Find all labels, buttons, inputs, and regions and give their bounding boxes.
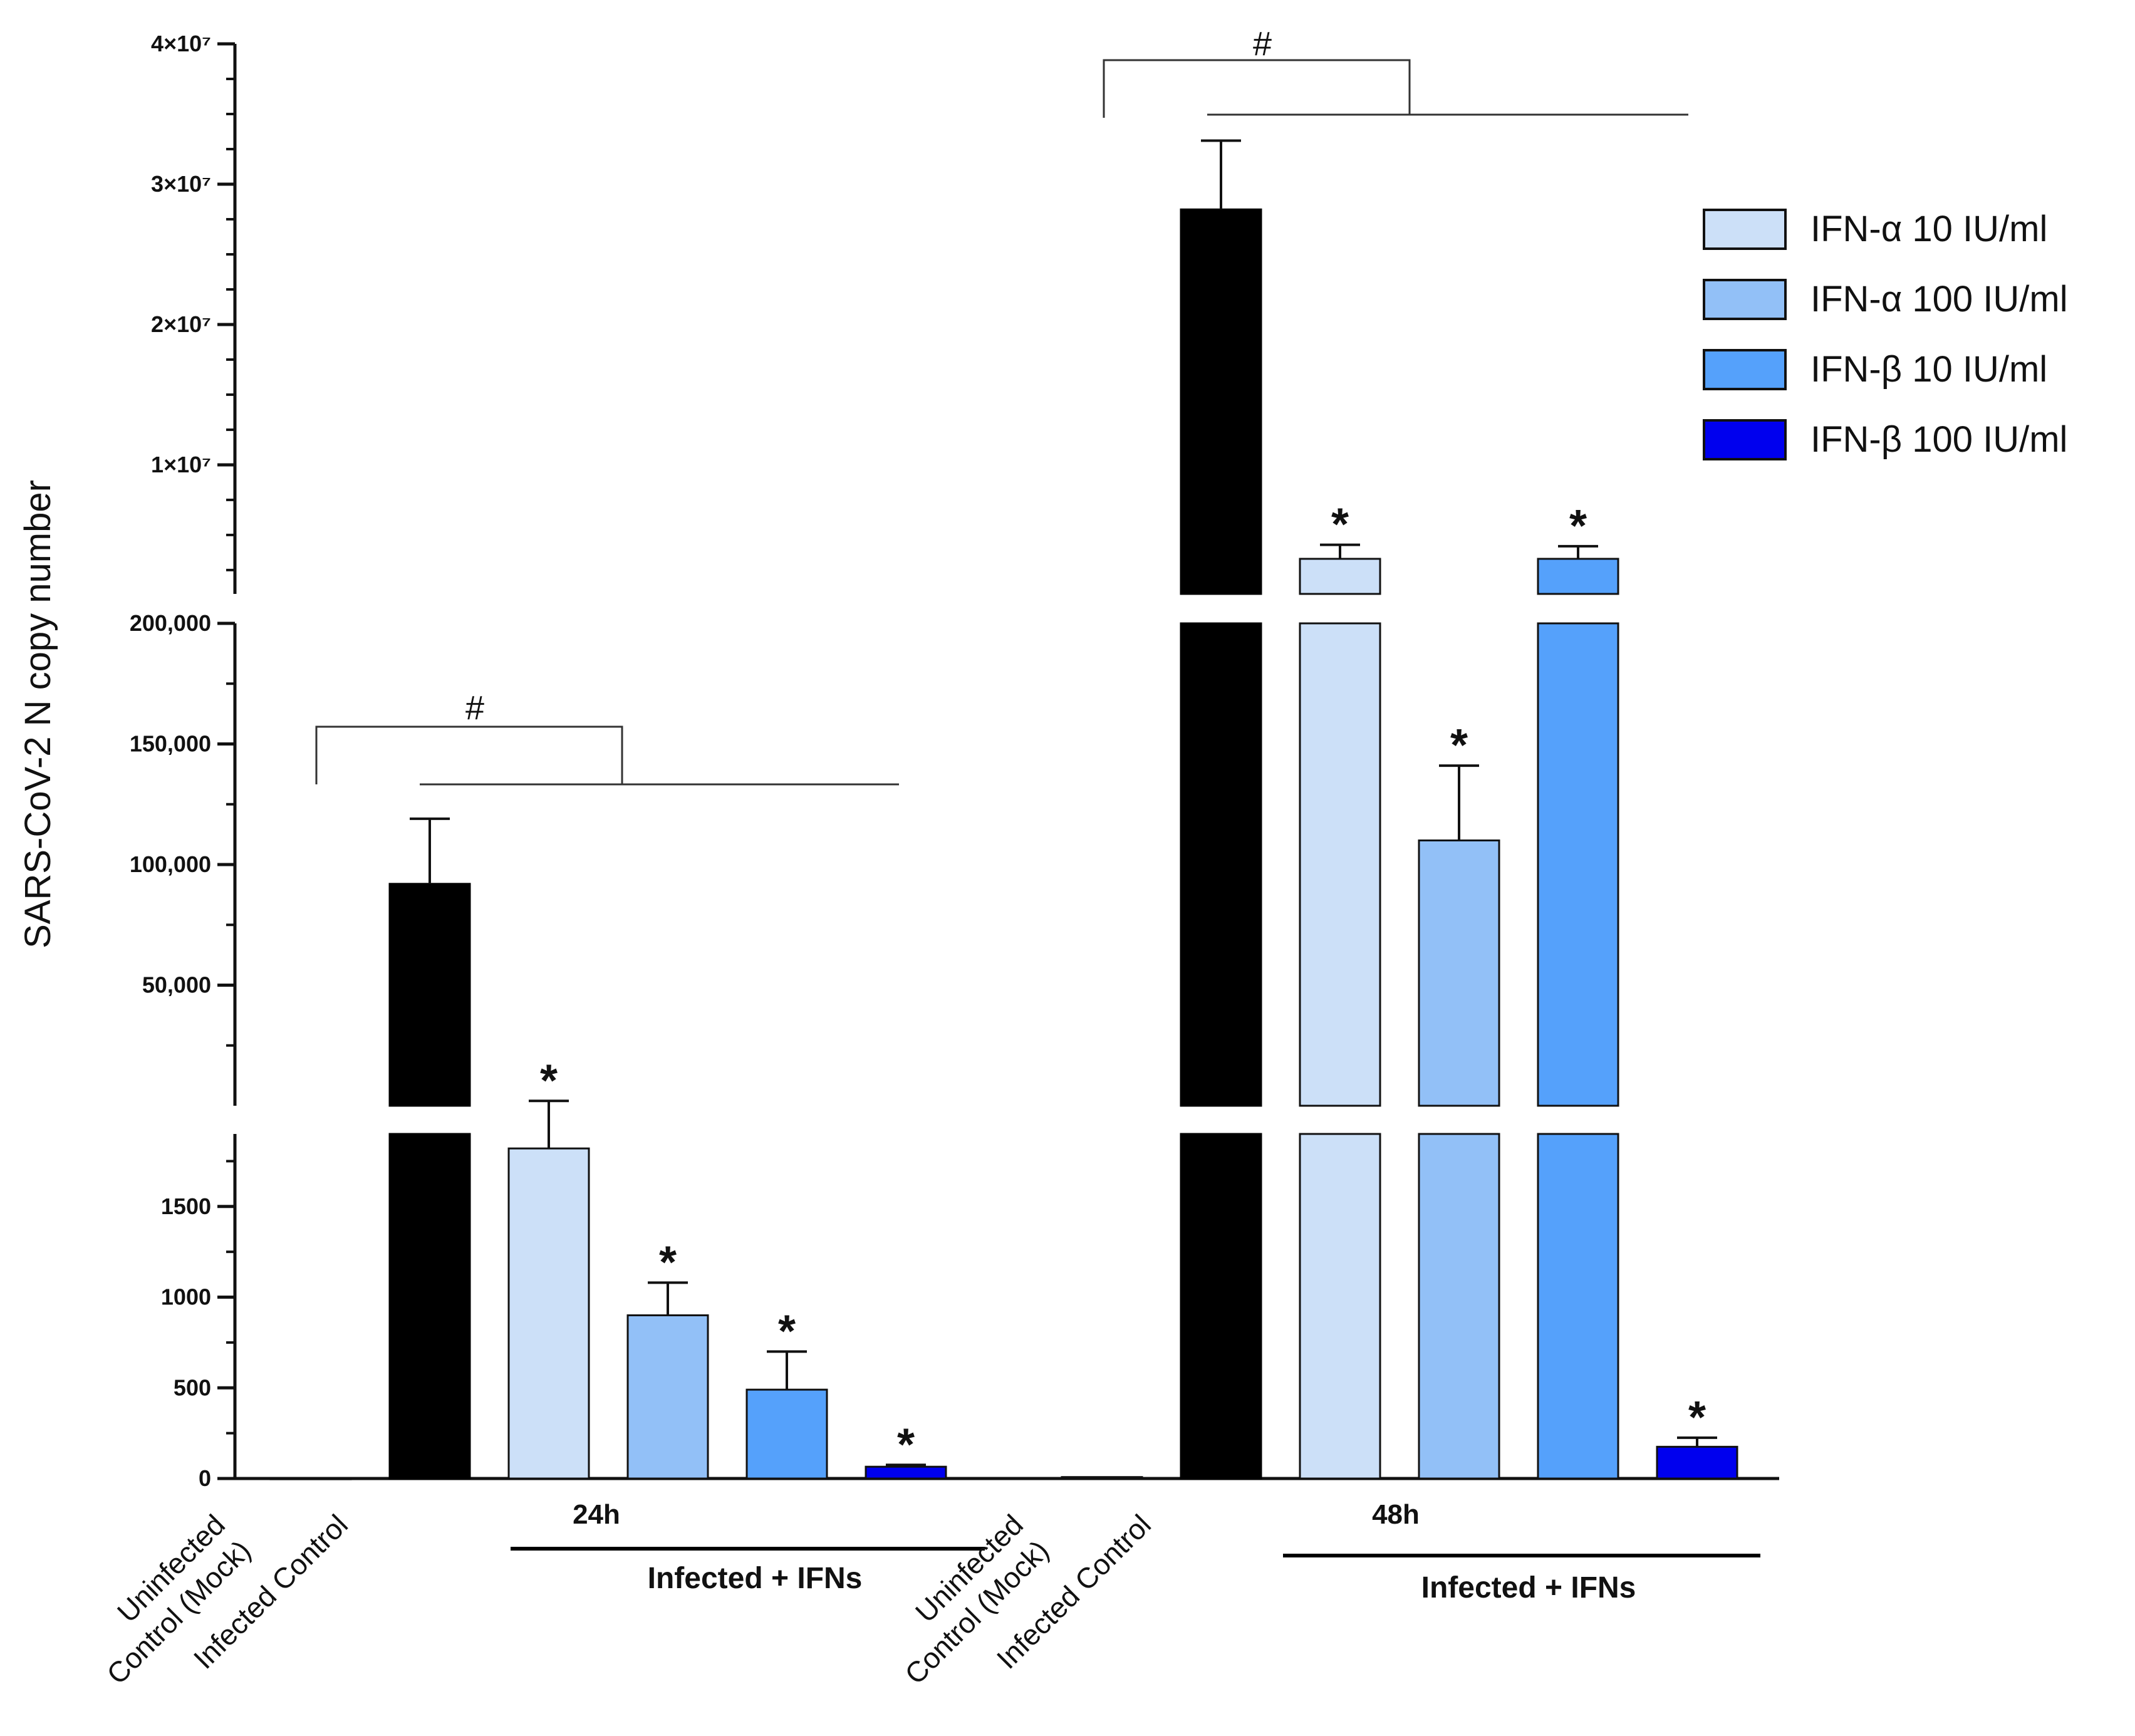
- y-tick-label: 4×10⁷: [151, 31, 211, 56]
- annotations: * * * * #24h Infected + IFNs UninfectedControl…: [75, 25, 1760, 1690]
- legend-swatch: [1703, 209, 1787, 250]
- bar: [1656, 1445, 1738, 1480]
- y-tick-label: 1500: [161, 1193, 211, 1219]
- bar: [1537, 558, 1619, 595]
- y-tick-label: 2×10⁷: [151, 311, 211, 337]
- treatment-group-label: Infected + IFNs: [1421, 1571, 1636, 1604]
- bar: [507, 1147, 590, 1480]
- y-tick-label: 200,000: [130, 610, 211, 636]
- bar: [1180, 208, 1262, 595]
- legend-label: IFN-α 10 IU/ml: [1810, 209, 2047, 249]
- y-tick-label: 500: [174, 1375, 211, 1400]
- legend-label: IFN-β 10 IU/ml: [1810, 349, 2047, 390]
- bars: [269, 208, 1738, 1480]
- bar: [388, 883, 471, 1107]
- significance-hash: #: [1253, 25, 1272, 63]
- bar: [1418, 839, 1500, 1107]
- significance-star: *: [1569, 501, 1587, 551]
- significance-star: *: [1331, 500, 1349, 550]
- y-tick-label: 1×10⁷: [151, 452, 211, 477]
- significance-star: *: [659, 1237, 677, 1287]
- bar: [745, 1388, 828, 1480]
- bar: [1180, 622, 1262, 1107]
- significance-star: *: [540, 1056, 558, 1106]
- y-tick-label: 50,000: [142, 972, 211, 998]
- treatment-group-label: Infected + IFNs: [648, 1562, 863, 1595]
- legend-swatch: [1703, 279, 1787, 320]
- y-axis: 0 500 1000 1500 50,000 100,000 150,000 200,000 1…: [130, 31, 1779, 1491]
- time-point-label: 48h: [1372, 1499, 1420, 1530]
- bar: [1537, 622, 1619, 1107]
- bar: [1299, 558, 1381, 595]
- bar: [388, 1133, 471, 1480]
- legend-swatch: [1703, 419, 1787, 460]
- y-tick-label: 0: [199, 1465, 211, 1491]
- significance-star: *: [1688, 1393, 1706, 1443]
- y-tick-label: 100,000: [130, 851, 211, 877]
- significance-star: *: [778, 1306, 796, 1356]
- legend-swatch: [1703, 349, 1787, 390]
- time-point-label: 24h: [573, 1499, 620, 1530]
- legend-label: IFN-α 100 IU/ml: [1810, 279, 2068, 320]
- bar: [1418, 1133, 1500, 1480]
- category-label: UninfectedControl (Mock): [873, 1508, 1055, 1690]
- bar: [626, 1314, 709, 1480]
- bar: [1180, 1133, 1262, 1480]
- y-axis-label: SARS-CoV-2 N copy number: [18, 480, 58, 949]
- y-tick-label: 1000: [161, 1284, 211, 1310]
- significance-bracket: [315, 725, 623, 784]
- significance-star: *: [897, 1420, 915, 1470]
- significance-star: *: [1450, 720, 1468, 771]
- bar: [1061, 1476, 1143, 1480]
- category-label: UninfectedControl (Mock): [75, 1508, 257, 1690]
- bar: [1537, 1133, 1619, 1480]
- bar: [1299, 1133, 1381, 1480]
- bar: [269, 1477, 352, 1480]
- bar: [1299, 622, 1381, 1107]
- y-tick-label: 3×10⁷: [151, 171, 211, 197]
- legend-label: IFN-β 100 IU/ml: [1810, 419, 2067, 460]
- y-tick-label: 150,000: [130, 731, 211, 757]
- legend: IFN-α 10 IU/ml IFN-α 100 IU/ml IFN-β 10 IU…: [1703, 209, 2068, 460]
- significance-bracket: [1103, 59, 1411, 118]
- significance-hash: #: [465, 689, 484, 727]
